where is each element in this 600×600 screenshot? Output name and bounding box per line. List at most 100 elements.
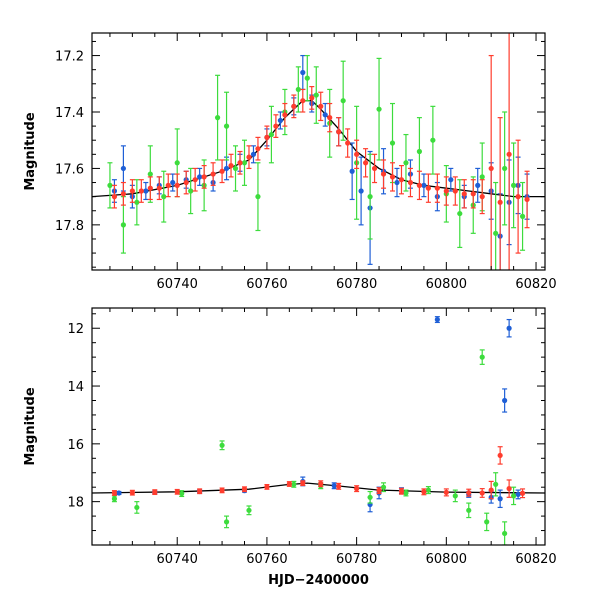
axes-frame xyxy=(91,32,546,271)
marker xyxy=(282,112,288,118)
marker xyxy=(515,194,521,200)
data-point xyxy=(497,489,503,509)
marker xyxy=(192,177,198,183)
data-point xyxy=(246,505,252,516)
marker xyxy=(188,188,194,194)
marker xyxy=(295,86,301,93)
data-point xyxy=(519,488,526,499)
data-point xyxy=(493,472,499,497)
data-point xyxy=(403,489,409,497)
axes-frame xyxy=(91,307,546,546)
marker xyxy=(448,177,454,183)
data-point xyxy=(107,162,113,209)
marker xyxy=(434,316,440,323)
data-point xyxy=(246,145,252,170)
marker xyxy=(506,151,512,157)
marker xyxy=(111,194,118,200)
marker xyxy=(479,194,485,200)
data-point xyxy=(174,488,180,495)
data-point xyxy=(452,176,458,206)
x-tick-label: 60760 xyxy=(246,277,287,292)
marker xyxy=(425,487,431,493)
y-tick-label: 17.4 xyxy=(55,106,84,121)
marker xyxy=(515,491,521,498)
data-point xyxy=(519,181,526,251)
marker xyxy=(336,483,342,489)
marker xyxy=(291,103,297,109)
data-point xyxy=(479,179,485,215)
marker xyxy=(219,487,225,493)
marker xyxy=(398,488,405,494)
marker xyxy=(255,146,261,152)
marker xyxy=(358,188,364,194)
marker xyxy=(443,188,449,194)
data-point xyxy=(134,179,140,226)
marker xyxy=(394,179,400,186)
data-point xyxy=(255,136,261,161)
y-axis-title: Magnitude xyxy=(23,112,38,191)
marker xyxy=(497,452,503,459)
marker xyxy=(143,188,149,194)
data-point xyxy=(421,488,427,496)
marker xyxy=(300,98,306,104)
data-point xyxy=(156,176,162,201)
marker xyxy=(331,483,337,489)
data-point xyxy=(300,480,306,487)
panel-top: 60740 60760 60780 60800 60820 17.2 17.4 17.6 17.… xyxy=(23,32,557,292)
data-point xyxy=(354,139,360,170)
marker xyxy=(519,213,526,219)
y-tick-label: 12 xyxy=(67,322,84,337)
data-point xyxy=(416,170,423,201)
data-point xyxy=(488,54,494,270)
marker xyxy=(250,151,257,157)
marker xyxy=(475,182,481,188)
marker xyxy=(340,98,346,104)
marker xyxy=(264,134,270,140)
data-point xyxy=(129,179,135,203)
data-point xyxy=(219,487,225,494)
data-point xyxy=(367,490,373,504)
data-point xyxy=(340,60,346,141)
data-point xyxy=(484,512,490,532)
model-curve xyxy=(92,100,545,198)
data-point xyxy=(188,167,194,215)
data-point xyxy=(179,490,185,498)
marker xyxy=(129,188,135,194)
data-point xyxy=(389,162,396,192)
data-point xyxy=(327,102,333,133)
y-tick-label: 17.6 xyxy=(55,162,84,177)
data-point xyxy=(129,489,135,496)
marker xyxy=(376,488,382,494)
data-point xyxy=(318,91,324,122)
series-1 xyxy=(107,54,526,270)
y-tick-label: 17.8 xyxy=(55,219,84,234)
data-point xyxy=(241,486,248,493)
data-point xyxy=(165,173,171,198)
marker xyxy=(174,182,180,188)
data-point xyxy=(295,66,301,113)
marker xyxy=(470,191,476,197)
data-point xyxy=(367,153,373,240)
marker xyxy=(268,131,275,138)
marker xyxy=(479,354,485,360)
marker xyxy=(246,154,252,160)
marker xyxy=(349,168,355,174)
marker xyxy=(362,160,369,166)
marker xyxy=(322,112,328,118)
data-point xyxy=(511,486,517,506)
marker xyxy=(309,95,315,101)
data-point xyxy=(479,349,485,365)
data-point xyxy=(120,181,126,206)
marker xyxy=(318,103,324,109)
marker xyxy=(421,489,427,495)
marker xyxy=(389,140,396,146)
x-tick-label: 60800 xyxy=(426,552,467,567)
data-point xyxy=(210,162,216,186)
x-tick-label: 60820 xyxy=(515,277,556,292)
plot-area xyxy=(92,316,545,545)
y-axis-title: Magnitude xyxy=(23,387,38,466)
marker xyxy=(452,493,458,499)
data-point xyxy=(264,125,270,150)
marker xyxy=(497,199,503,205)
marker xyxy=(138,188,144,194)
